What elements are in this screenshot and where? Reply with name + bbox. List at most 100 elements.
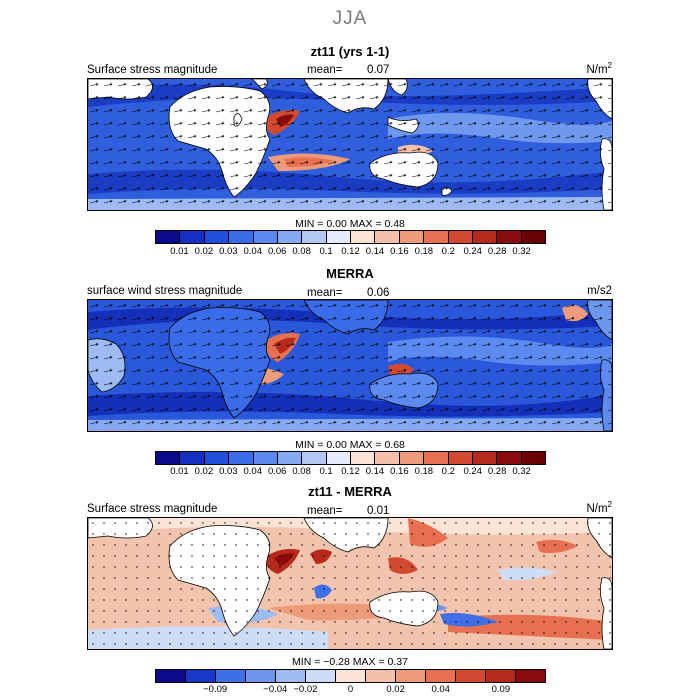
colorbar-swatch — [423, 231, 448, 243]
panel-mean-value-model: 0.07 — [367, 64, 390, 76]
colorbar-tick-label: 0.1 — [319, 466, 333, 477]
colorbar-tick-label: 0.08 — [292, 466, 311, 477]
colorbar-tick-label: 0.04 — [431, 684, 450, 695]
minmax-diff: MIN = −0.28 MAX = 0.37 — [292, 656, 408, 668]
colorbar-tick-label: 0.32 — [512, 246, 531, 257]
colorbar-tick-label: 0.06 — [267, 466, 287, 477]
colorbar-tick-label: 0.28 — [487, 246, 507, 257]
colorbar-swatch — [350, 231, 375, 243]
colorbar-tick-label: 0.04 — [243, 466, 263, 477]
minmax-obs: MIN = 0.00 MAX = 0.68 — [295, 439, 405, 451]
colorbar-swatch — [515, 670, 545, 682]
colorbar-swatch — [203, 452, 229, 464]
colorbar-swatch — [395, 670, 425, 682]
colorbar-swatch — [496, 452, 521, 464]
panel-mean-label-model: mean= — [307, 64, 343, 76]
colorbar-tick-label: 0.18 — [414, 466, 434, 477]
colorbar-swatch — [425, 670, 455, 682]
colorbar-swatch — [228, 452, 253, 464]
colorbar-swatch — [156, 452, 180, 464]
colorbar-diff — [155, 669, 546, 683]
colorbar-tick-label: −0.04 — [263, 684, 288, 695]
colorbar-tick-label: 0.2 — [441, 466, 455, 477]
colorbar-swatch — [325, 231, 350, 243]
colorbar-swatch — [185, 670, 215, 682]
colorbar-tick-label: 0.12 — [341, 246, 360, 257]
map-panel-obs — [87, 299, 613, 432]
panel-variable-label-diff: Surface stress magnitude — [87, 503, 218, 515]
map-panel-diff — [87, 517, 613, 650]
season-title: JJA — [332, 8, 368, 29]
colorbar-swatch — [471, 452, 497, 464]
colorbar-tick-label: 0.09 — [491, 684, 511, 695]
colorbar-swatch — [275, 670, 305, 682]
colorbar-tick-label: 0.16 — [390, 246, 409, 257]
colorbar-swatch — [276, 231, 302, 243]
panel-units-obs: m/s2 — [587, 285, 612, 297]
colorbar-swatch — [203, 231, 229, 243]
colorbar-tick-label: 0.24 — [463, 466, 482, 477]
colorbar-swatch — [245, 670, 275, 682]
colorbar-swatch — [179, 452, 204, 464]
colorbar-tick-label: 0.14 — [365, 466, 385, 477]
colorbar-swatch — [374, 452, 399, 464]
colorbar-swatch — [301, 231, 326, 243]
colorbar-swatch — [520, 452, 545, 464]
panel-mean-label-obs: mean= — [307, 287, 343, 299]
colorbar-tick-label: 0.02 — [386, 684, 405, 695]
colorbar-swatch — [471, 231, 497, 243]
colorbar-swatch — [228, 231, 253, 243]
panel-variable-label-model: Surface stress magnitude — [87, 64, 218, 76]
colorbar-ticks-diff: −0.09 −0.04 −0.02 0 0.02 0.04 0.09 — [155, 684, 546, 696]
map-panel-model — [87, 78, 613, 211]
colorbar-tick-label: 0.01 — [170, 466, 189, 477]
colorbar-swatch — [215, 670, 245, 682]
colorbar-swatch — [447, 231, 472, 243]
colorbar-tick-label: 0 — [347, 684, 354, 695]
colorbar-tick-label: −0.09 — [203, 684, 228, 695]
colorbar-tick-label: 0.2 — [441, 246, 455, 257]
colorbar-tick-label: 0.18 — [414, 246, 434, 257]
colorbar-swatch — [305, 670, 335, 682]
colorbar-swatch — [301, 452, 326, 464]
colorbar-swatch — [520, 231, 545, 243]
colorbar-swatch — [325, 452, 350, 464]
colorbar-swatch — [374, 231, 399, 243]
colorbar-ticks-model: 0.01 0.02 0.03 0.04 0.06 0.08 0.1 0.12 0.14 0.16 0… — [155, 246, 546, 258]
colorbar-tick-label: 0.01 — [170, 246, 189, 257]
colorbar-obs — [155, 451, 546, 465]
colorbar-ticks-obs: 0.01 0.02 0.03 0.04 0.06 0.08 0.1 0.12 0.14 0.16 0… — [155, 466, 546, 478]
colorbar-tick-label: 0.08 — [292, 246, 311, 257]
colorbar-swatch — [350, 452, 375, 464]
panel-title-obs: MERRA — [326, 266, 374, 281]
colorbar-tick-label: 0.12 — [341, 466, 360, 477]
colorbar-swatch — [398, 452, 424, 464]
colorbar-swatch — [447, 452, 472, 464]
panel-title-diff: zt11 - MERRA — [308, 484, 392, 499]
panel-units-diff: N/m2 — [586, 500, 612, 515]
colorbar-swatch — [398, 231, 424, 243]
panel-units-model: N/m2 — [586, 61, 612, 76]
panel-variable-label-obs: surface wind stress magnitude — [87, 285, 243, 297]
colorbar-tick-label: 0.32 — [512, 466, 531, 477]
colorbar-swatch — [423, 452, 448, 464]
colorbar-model — [155, 230, 546, 244]
colorbar-swatch — [365, 670, 395, 682]
colorbar-tick-label: −0.02 — [293, 684, 318, 695]
colorbar-swatch — [496, 231, 521, 243]
minmax-model: MIN = 0.00 MAX = 0.48 — [295, 218, 405, 230]
colorbar-tick-label: 0.06 — [267, 246, 287, 257]
colorbar-tick-label: 0.02 — [194, 466, 214, 477]
colorbar-swatch — [252, 452, 277, 464]
colorbar-swatch — [335, 670, 365, 682]
colorbar-tick-label: 0.24 — [463, 246, 482, 257]
colorbar-tick-label: 0.03 — [219, 466, 238, 477]
colorbar-swatch — [156, 670, 185, 682]
colorbar-swatch — [276, 452, 302, 464]
panel-mean-label-diff: mean= — [307, 505, 343, 517]
colorbar-swatch — [485, 670, 515, 682]
panel-mean-value-diff: 0.01 — [367, 505, 390, 517]
colorbar-tick-label: 0.28 — [487, 466, 507, 477]
colorbar-tick-label: 0.14 — [365, 246, 385, 257]
panel-title-model: zt11 (yrs 1-1) — [310, 44, 390, 59]
